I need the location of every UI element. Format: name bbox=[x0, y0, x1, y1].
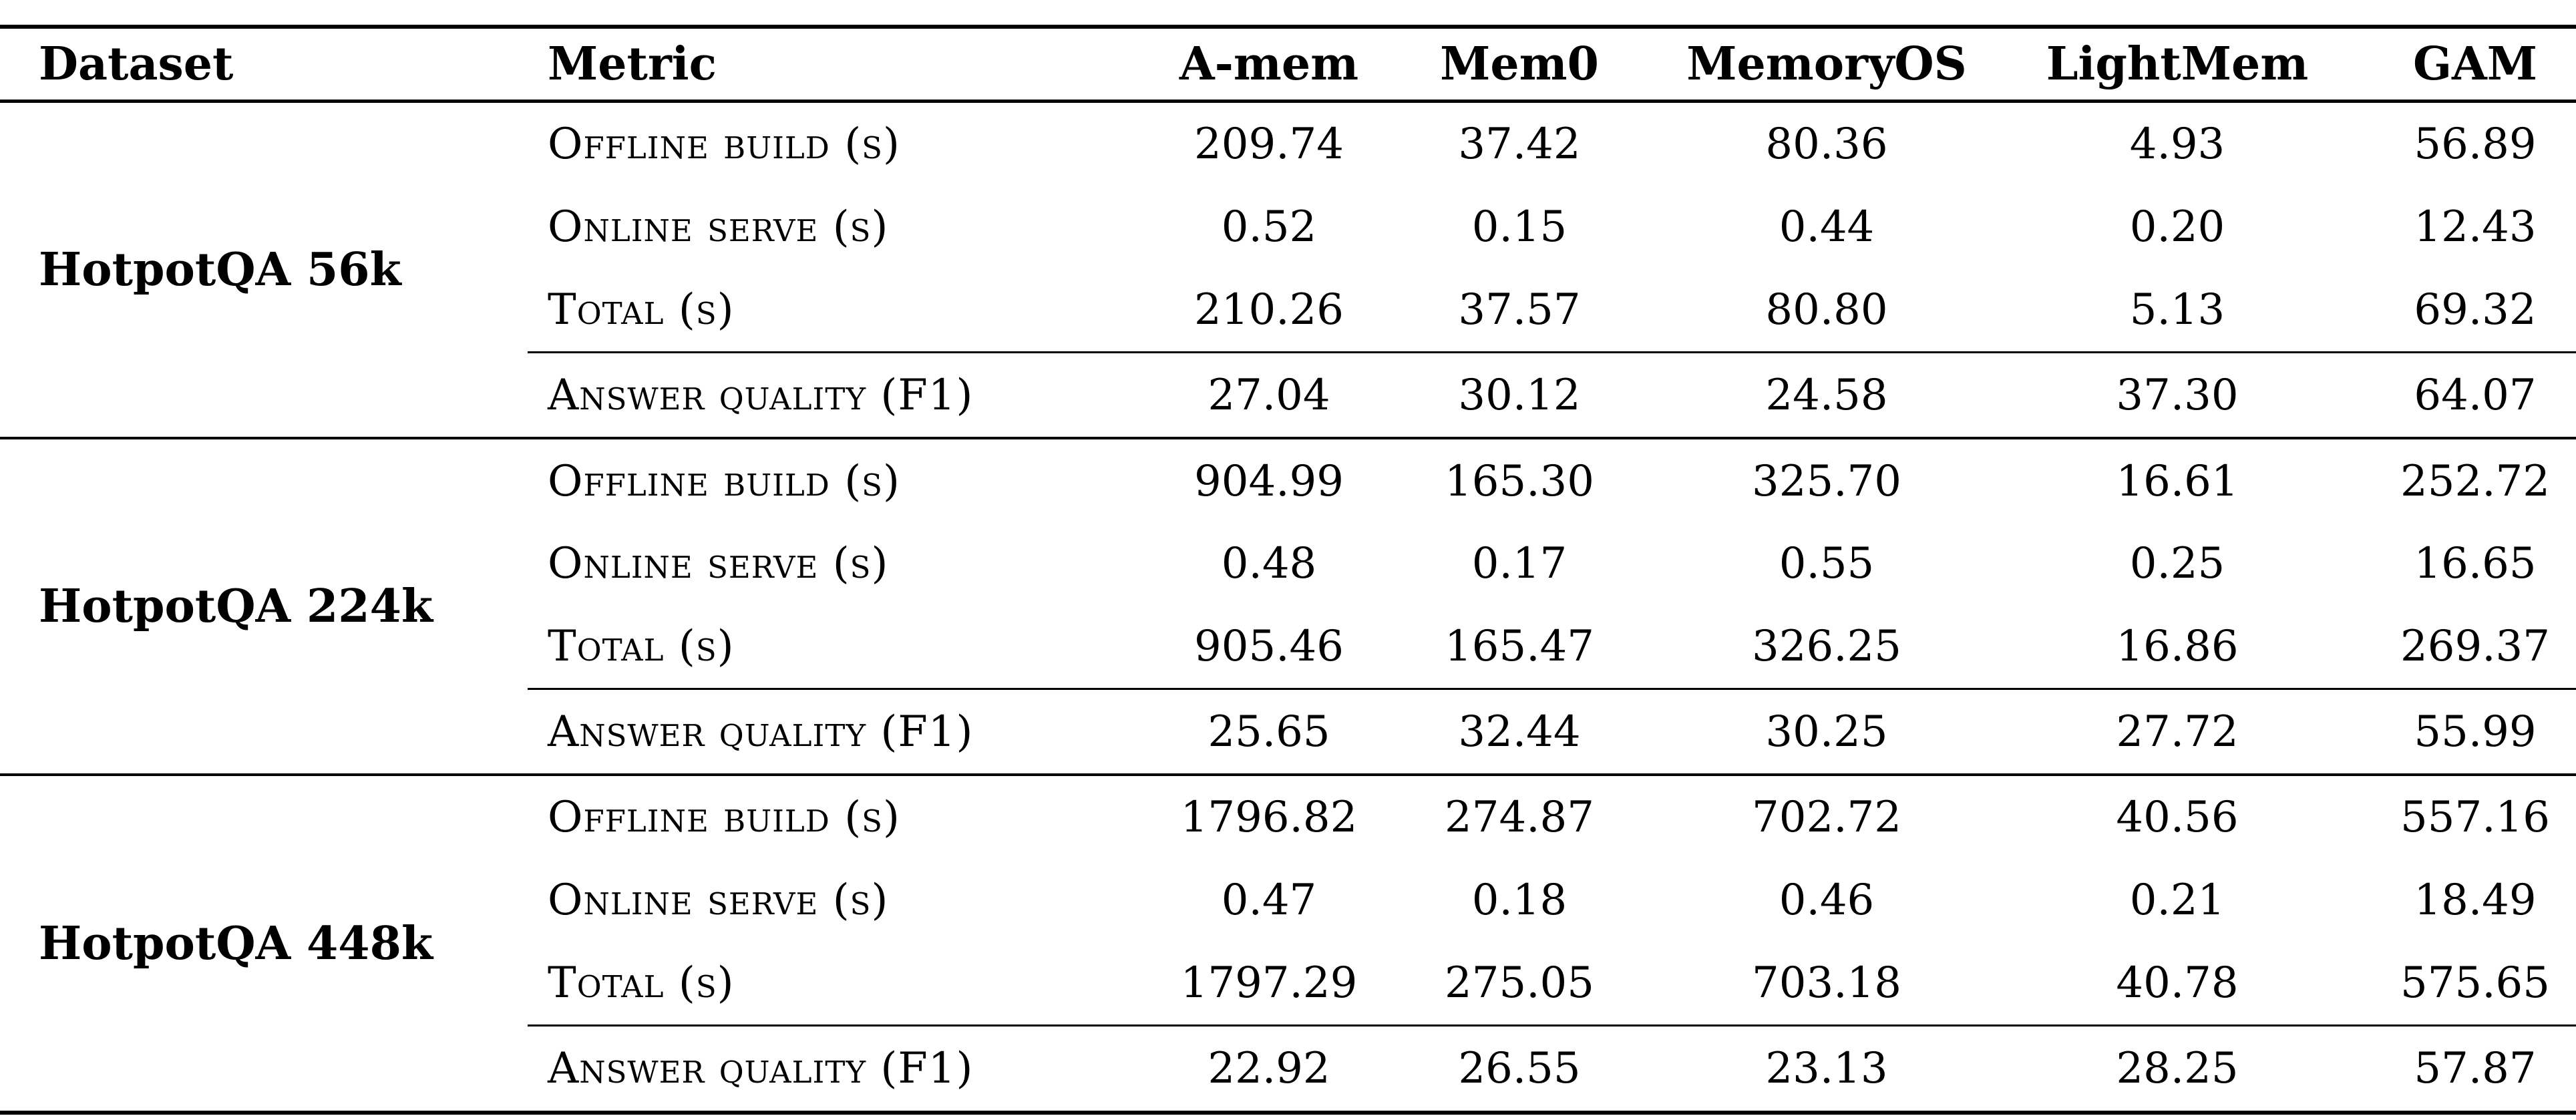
value-cell: 165.47 bbox=[1445, 621, 1594, 671]
table-row: Online serve (s) 0.48 0.17 0.55 0.25 16.… bbox=[0, 523, 2576, 605]
value-cell: 22.92 bbox=[1142, 1024, 1396, 1113]
value-cell: 0.25 bbox=[2129, 539, 2225, 589]
col-header-lightmem: LightMem bbox=[2010, 27, 2344, 103]
table-row: HotpotQA 448k Offline build (s) 1796.82 … bbox=[0, 773, 2576, 1113]
value-cell: 12.43 bbox=[2414, 202, 2537, 252]
value-cell: 40.56 bbox=[2010, 773, 2344, 860]
metric-cell: Answer quality (F1) bbox=[528, 351, 1142, 439]
value-cell: 1797.29 bbox=[1180, 958, 1358, 1008]
value-cell: 16.61 bbox=[2010, 437, 2344, 523]
value-cell: 0.21 bbox=[2129, 876, 2225, 926]
col-header-amem: A-mem bbox=[1142, 27, 1396, 103]
metric-cell: Online serve (s) bbox=[548, 202, 889, 252]
value-cell: 1796.82 bbox=[1142, 773, 1396, 860]
value-cell: 37.42 bbox=[1458, 120, 1581, 170]
value-cell: 30.25 bbox=[1643, 687, 2010, 775]
value-cell: 275.05 bbox=[1445, 958, 1594, 1008]
table-row: Total (s) 1797.29 275.05 703.18 40.78 57… bbox=[0, 942, 2576, 1026]
value-cell: 37.30 bbox=[2010, 351, 2344, 439]
col-header-memoryos: MemoryOS bbox=[1643, 27, 2010, 103]
value-cell: 0.17 bbox=[1471, 539, 1568, 589]
value-cell: 80.36 bbox=[1765, 120, 1888, 170]
value-cell: 56.89 bbox=[2414, 120, 2537, 170]
value-cell: 326.25 bbox=[1752, 621, 1901, 671]
value-cell: 23.13 bbox=[1643, 1024, 2010, 1113]
table-row: Answer quality (F1) 27.04 30.12 24.58 37… bbox=[0, 351, 2576, 439]
value-cell: 0.48 bbox=[1221, 539, 1317, 589]
metric-cell: Online serve (s) bbox=[548, 539, 889, 589]
table-row: Online serve (s) 0.52 0.15 0.44 0.20 12.… bbox=[0, 186, 2576, 268]
value-cell: 69.32 bbox=[2414, 285, 2537, 335]
table-row: Online serve (s) 0.47 0.18 0.46 0.21 18.… bbox=[0, 860, 2576, 942]
value-cell: 0.15 bbox=[1471, 202, 1568, 252]
value-cell: 32.44 bbox=[1396, 687, 1643, 775]
col-header-dataset: Dataset bbox=[0, 27, 528, 103]
table-row: Answer quality (F1) 22.92 26.55 23.13 28… bbox=[0, 1024, 2576, 1113]
value-cell: 0.46 bbox=[1779, 876, 1875, 926]
col-header-mem0: Mem0 bbox=[1396, 27, 1643, 103]
metric-cell: Offline build (s) bbox=[528, 773, 1142, 860]
value-cell: 274.87 bbox=[1396, 773, 1643, 860]
value-cell: 325.70 bbox=[1643, 437, 2010, 523]
col-header-metric: Metric bbox=[528, 27, 1142, 103]
table-row: HotpotQA 56k Offline build (s) 209.74 37… bbox=[0, 102, 2576, 297]
metric-cell: Total (s) bbox=[548, 621, 735, 671]
value-cell: 28.25 bbox=[2010, 1024, 2344, 1113]
value-cell: 269.37 bbox=[2400, 621, 2550, 671]
value-cell: 165.30 bbox=[1396, 437, 1643, 523]
value-cell: 575.65 bbox=[2400, 958, 2550, 1008]
metric-cell: Total (s) bbox=[548, 958, 735, 1008]
value-cell: 24.58 bbox=[1643, 351, 2010, 439]
value-cell: 37.57 bbox=[1458, 285, 1581, 335]
value-cell: 0.44 bbox=[1779, 202, 1875, 252]
value-cell: 55.99 bbox=[2344, 687, 2576, 775]
col-header-gam: GAM bbox=[2344, 27, 2576, 103]
metric-cell: Online serve (s) bbox=[548, 876, 889, 926]
metric-cell: Answer quality (F1) bbox=[528, 687, 1142, 775]
value-cell: 0.55 bbox=[1779, 539, 1875, 589]
table-row: Answer quality (F1) 25.65 32.44 30.25 27… bbox=[0, 687, 2576, 775]
value-cell: 80.80 bbox=[1765, 285, 1888, 335]
table-row: Total (s) 905.46 165.47 326.25 16.86 269… bbox=[0, 605, 2576, 689]
header-row: Dataset Metric A-mem Mem0 MemoryOS Light… bbox=[0, 27, 2576, 103]
table-row: HotpotQA 224k Offline build (s) 904.99 1… bbox=[0, 437, 2576, 775]
value-cell: 57.87 bbox=[2344, 1024, 2576, 1113]
value-cell: 26.55 bbox=[1396, 1024, 1643, 1113]
value-cell: 27.04 bbox=[1142, 351, 1396, 439]
value-cell: 905.46 bbox=[1194, 621, 1344, 671]
value-cell: 16.86 bbox=[2116, 621, 2239, 671]
value-cell: 16.65 bbox=[2414, 539, 2537, 589]
value-cell: 5.13 bbox=[2129, 285, 2225, 335]
metric-cell: Total (s) bbox=[548, 285, 735, 335]
value-cell: 30.12 bbox=[1396, 351, 1643, 439]
value-cell: 0.18 bbox=[1471, 876, 1568, 926]
value-cell: 702.72 bbox=[1643, 773, 2010, 860]
value-cell: 0.20 bbox=[2129, 202, 2225, 252]
value-cell: 210.26 bbox=[1194, 285, 1344, 335]
value-cell: 4.93 bbox=[2129, 120, 2225, 170]
value-cell: 703.18 bbox=[1752, 958, 1901, 1008]
dataset-label-hotpotqa-56k: HotpotQA 56k bbox=[39, 243, 401, 297]
value-cell: 25.65 bbox=[1142, 687, 1396, 775]
value-cell: 209.74 bbox=[1194, 120, 1344, 170]
value-cell: 557.16 bbox=[2344, 773, 2576, 860]
value-cell: 0.47 bbox=[1221, 876, 1317, 926]
metric-cell: Offline build (s) bbox=[548, 120, 900, 170]
value-cell: 0.52 bbox=[1221, 202, 1317, 252]
value-cell: 40.78 bbox=[2116, 958, 2239, 1008]
metric-cell: Answer quality (F1) bbox=[528, 1024, 1142, 1113]
dataset-label-hotpotqa-224k: HotpotQA 224k bbox=[0, 437, 528, 775]
metric-cell: Offline build (s) bbox=[528, 437, 1142, 523]
value-cell: 64.07 bbox=[2344, 351, 2576, 439]
value-cell: 18.49 bbox=[2414, 876, 2537, 926]
results-table: Dataset Metric A-mem Mem0 MemoryOS Light… bbox=[0, 25, 2576, 1115]
value-cell: 252.72 bbox=[2344, 437, 2576, 523]
value-cell: 904.99 bbox=[1142, 437, 1396, 523]
value-cell: 27.72 bbox=[2010, 687, 2344, 775]
dataset-label-hotpotqa-448k: HotpotQA 448k bbox=[0, 773, 528, 1113]
table-row: Total (s) 210.26 37.57 80.80 5.13 69.32 bbox=[0, 268, 2576, 353]
